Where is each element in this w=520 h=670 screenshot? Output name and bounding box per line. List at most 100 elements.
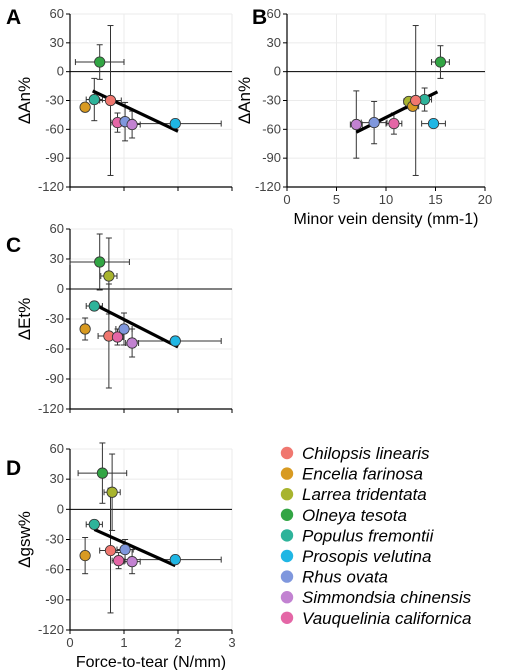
y-tick-label: -90: [45, 592, 64, 607]
legend-marker: [280, 529, 294, 542]
legend-marker: [280, 488, 294, 501]
legend-label: Rhus ovata: [302, 568, 388, 587]
x-tick-label: 20: [478, 192, 492, 207]
y-tick-label: 0: [57, 281, 64, 296]
y-tick-label: 60: [50, 221, 64, 236]
legend-label: Chilopsis linearis: [302, 444, 430, 463]
x-tick-label: 3: [228, 635, 235, 650]
y-tick-label: 30: [50, 35, 64, 50]
data-point: [96, 467, 109, 479]
data-point: [118, 323, 130, 335]
data-point: [103, 270, 115, 282]
data-point: [79, 549, 91, 562]
y-tick-label: 60: [50, 6, 64, 21]
y-tick-label: -60: [45, 562, 64, 577]
panel-letter: A: [6, 6, 21, 29]
chart-panel-a: -120 -90 -60 -30 0 30 60 A ΔAn%: [6, 6, 233, 194]
data-point: [350, 118, 362, 131]
legend-marker: [280, 446, 294, 460]
y-tick-label: 30: [50, 251, 64, 266]
y-tick-label: 60: [267, 6, 281, 21]
panel-letter: D: [6, 457, 21, 480]
legend-label: Larrea tridentata: [302, 485, 427, 504]
x-tick-label: 10: [379, 192, 393, 207]
data-point: [79, 323, 91, 335]
x-axis-label: Force-to-tear (N/mm): [76, 654, 226, 670]
y-tick-label: -120: [38, 622, 64, 637]
legend-label: Populus fremontii: [302, 526, 435, 545]
data-point: [104, 94, 117, 107]
panel-letter: B: [252, 6, 267, 29]
data-point: [126, 556, 138, 568]
x-tick-label: 1: [120, 635, 127, 650]
x-tick-label: 0: [283, 192, 290, 207]
y-tick-label: -60: [262, 121, 281, 136]
y-tick-label: -30: [45, 93, 64, 108]
data-point: [126, 337, 138, 349]
y-tick-label: 60: [50, 441, 64, 456]
species-legend: Chilopsis linearis Encelia farinosaLarrea…: [280, 444, 472, 628]
data-point: [94, 256, 106, 268]
data-point: [169, 554, 181, 566]
y-axis-label: Δgsw%: [15, 511, 34, 568]
y-tick-label: -60: [45, 341, 64, 356]
data-point: [427, 117, 440, 130]
data-point: [368, 117, 380, 129]
data-point: [126, 118, 138, 131]
data-point: [169, 335, 181, 347]
chart-panel-d: -120 -90 -60 -30 0 30 60 0 1 2 3 D Δgsw% Force-to-tea…: [6, 441, 236, 670]
data-point: [106, 486, 118, 498]
x-tick-label: 0: [66, 635, 73, 650]
y-tick-label: -90: [262, 150, 281, 165]
data-point: [104, 544, 117, 557]
y-tick-label: -30: [45, 311, 64, 326]
y-axis-label: ΔEt%: [15, 298, 34, 341]
y-axis-label: ΔAn%: [15, 77, 34, 124]
regression-line: [90, 301, 179, 349]
y-tick-label: 30: [267, 35, 281, 50]
legend-marker: [280, 591, 294, 604]
regression-line: [93, 527, 176, 568]
data-point: [119, 543, 131, 556]
x-axis-label: Minor vein density (mm-1): [294, 211, 479, 228]
data-point: [113, 555, 125, 567]
x-tick-label: 2: [174, 635, 181, 650]
y-tick-label: 0: [57, 64, 64, 79]
legend-label: Prosopis velutina: [302, 547, 431, 566]
y-tick-label: -90: [45, 371, 64, 386]
legend-marker: [280, 508, 294, 521]
y-tick-label: -30: [45, 532, 64, 547]
legend-label: Encelia farinosa: [302, 465, 423, 484]
y-tick-label: 30: [50, 471, 64, 486]
data-point: [410, 94, 422, 107]
y-tick-label: -60: [45, 121, 64, 136]
legend-label: Olneya tesota: [302, 506, 407, 525]
y-axis-label: ΔAn%: [235, 77, 254, 124]
data-point: [388, 117, 400, 130]
legend-marker: [280, 549, 294, 563]
data-point: [88, 300, 100, 312]
panel-letter: C: [6, 234, 21, 257]
data-point: [88, 518, 100, 531]
x-tick-label: 5: [333, 192, 340, 207]
legend-marker: [280, 570, 294, 583]
x-tick-label: 15: [428, 192, 442, 207]
y-tick-label: -120: [38, 179, 64, 194]
y-tick-label: -30: [262, 93, 281, 108]
y-tick-label: -120: [255, 179, 281, 194]
y-tick-label: 0: [274, 64, 281, 79]
chart-panel-c: -120 -90 -60 -30 0 30 60 C ΔEt%: [6, 221, 233, 416]
data-point: [111, 331, 124, 343]
legend-marker: [280, 611, 294, 624]
legend-label: Vauquelinia californica: [302, 609, 471, 628]
legend-label: Simmondsia chinensis: [302, 588, 472, 607]
y-tick-label: -120: [38, 401, 64, 416]
chart-panel-b: -120 -90 -60 -30 0 30 60 0 5 10 15 20 B ΔAn% Minor vei…: [235, 6, 492, 228]
data-point: [94, 56, 106, 68]
data-point: [79, 101, 91, 113]
data-point: [434, 56, 447, 68]
legend-marker: [280, 467, 294, 480]
y-tick-label: 0: [57, 501, 64, 516]
data-point: [88, 93, 100, 106]
